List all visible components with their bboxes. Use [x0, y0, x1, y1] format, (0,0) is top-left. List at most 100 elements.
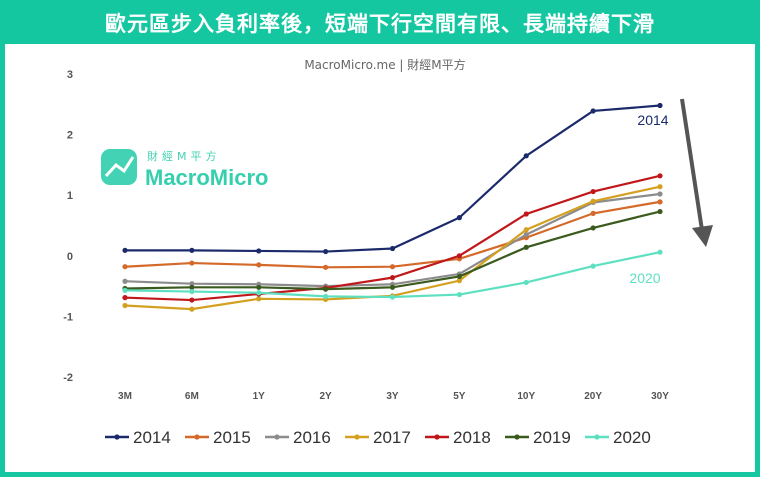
y-tick-label: -2	[63, 372, 73, 384]
x-tick-label: 10Y	[517, 391, 535, 402]
legend-item-2015: 2015	[185, 428, 251, 447]
x-tick-label: 30Y	[651, 391, 669, 402]
data-point	[523, 231, 529, 238]
series-line	[124, 174, 661, 302]
legend-marker	[194, 434, 200, 440]
watermark-sub: 財經M平方	[147, 149, 221, 163]
data-point	[323, 248, 329, 255]
legend-marker	[114, 434, 120, 440]
data-point	[323, 293, 329, 300]
data-point	[523, 153, 529, 159]
y-tick-label: 0	[67, 251, 73, 263]
x-tick-label: 3M	[118, 391, 132, 402]
legend-item-2014: 2014	[105, 428, 171, 447]
x-tick-label: 3Y	[386, 391, 399, 402]
legend-item-2016: 2016	[265, 428, 331, 447]
data-point	[189, 281, 195, 287]
data-point	[590, 108, 596, 114]
data-point	[590, 198, 596, 204]
legend: 2014 2015 2016 2017 2018 2019 2020	[105, 428, 651, 447]
legend-item-2020: 2020	[585, 428, 651, 447]
line-chart: 財經M平方 MacroMicro MacroMicro.me | 財經M平方 3 2…	[63, 57, 713, 447]
data-point	[256, 284, 262, 290]
data-point	[122, 264, 128, 270]
data-point	[590, 225, 596, 231]
data-point	[456, 278, 462, 284]
data-point	[122, 278, 128, 284]
data-point	[256, 262, 262, 268]
data-point	[523, 227, 529, 233]
source-label: MacroMicro.me | 財經M平方	[304, 57, 465, 72]
watermark: 財經M平方 MacroMicro	[101, 149, 268, 190]
legend-label: 2017	[373, 428, 411, 447]
data-point	[657, 173, 663, 179]
legend-label: 2018	[453, 428, 491, 447]
y-tick-label: 2	[67, 130, 73, 142]
legend-item-2018: 2018	[425, 428, 491, 447]
data-point	[122, 247, 128, 253]
data-point	[189, 297, 195, 303]
series-2015	[122, 199, 663, 270]
y-tick-label: 1	[67, 190, 73, 202]
data-point	[523, 244, 529, 250]
x-tick-label: 1Y	[253, 391, 266, 402]
series-2020	[122, 249, 663, 300]
data-point	[256, 296, 262, 302]
legend-marker	[274, 434, 280, 440]
series-line	[124, 251, 661, 299]
data-point	[189, 284, 195, 290]
macromicro-logo-icon	[101, 149, 137, 185]
data-point	[456, 215, 462, 221]
x-axis-ticks: 3M 6M 1Y 2Y 3Y 5Y 10Y 20Y 30Y	[118, 391, 669, 402]
data-point	[523, 279, 529, 286]
data-point	[122, 302, 128, 309]
legend-marker	[514, 434, 520, 440]
data-point	[657, 184, 663, 190]
data-point	[256, 248, 262, 254]
legend-marker	[434, 434, 440, 440]
y-axis-ticks: 3 2 1 0 -1 -2	[63, 69, 73, 384]
x-tick-label: 6M	[185, 391, 199, 402]
legend-item-2019: 2019	[505, 428, 571, 447]
legend-marker	[354, 434, 360, 440]
data-point	[657, 199, 663, 205]
data-point	[456, 253, 462, 259]
data-point	[189, 306, 195, 312]
x-tick-label: 2Y	[320, 391, 333, 402]
data-point	[122, 287, 128, 293]
x-tick-label: 5Y	[453, 391, 466, 402]
data-point	[389, 284, 396, 290]
data-point	[389, 294, 396, 300]
watermark-brand: MacroMicro	[145, 165, 268, 190]
data-point	[456, 273, 462, 280]
series-layer	[122, 102, 663, 312]
legend-label: 2020	[613, 428, 651, 447]
annotation-2014: 2014	[637, 112, 668, 128]
annotation-2020: 2020	[629, 270, 660, 286]
series-2014	[122, 102, 663, 255]
data-point	[657, 102, 663, 109]
legend-label: 2019	[533, 428, 571, 447]
data-point	[323, 286, 329, 292]
data-point	[590, 210, 596, 216]
data-point	[590, 263, 596, 269]
chart-title: 歐元區步入負利率後，短端下行空間有限、長端持續下滑	[105, 12, 655, 36]
data-point	[122, 295, 128, 301]
legend-item-2017: 2017	[345, 428, 411, 447]
data-point	[657, 208, 663, 215]
chart-panel: 財經M平方 MacroMicro MacroMicro.me | 財經M平方 3 2…	[5, 44, 755, 472]
y-tick-label: 3	[67, 69, 73, 81]
legend-marker	[594, 434, 600, 440]
data-point	[189, 260, 195, 266]
y-tick-label: -1	[63, 311, 73, 323]
data-point	[256, 290, 262, 296]
legend-label: 2016	[293, 428, 331, 447]
data-point	[389, 245, 396, 252]
data-point	[456, 291, 462, 298]
data-point	[523, 211, 529, 217]
down-arrow-icon	[680, 98, 713, 247]
data-point	[590, 188, 596, 195]
data-point	[657, 249, 663, 255]
series-line	[124, 200, 661, 269]
